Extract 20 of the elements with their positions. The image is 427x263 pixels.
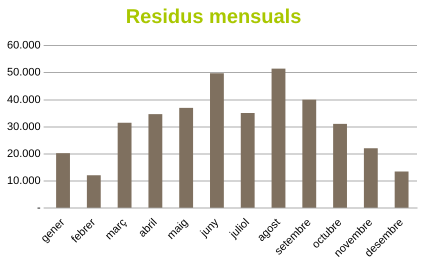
bar	[56, 153, 70, 208]
y-tick-label: 40.000	[6, 94, 41, 106]
chart-title: Residus mensuals	[124, 6, 302, 29]
bar	[333, 124, 347, 208]
bar	[118, 122, 132, 208]
bar	[364, 148, 378, 208]
y-tick-label: 60.000	[6, 40, 41, 52]
y-tick-label: 20.000	[6, 148, 41, 160]
bar	[394, 172, 409, 208]
bar	[302, 99, 316, 208]
bar	[86, 175, 101, 208]
bar	[179, 108, 194, 208]
bar	[240, 113, 255, 208]
bar	[210, 73, 224, 208]
y-tick-label: 10.000	[6, 175, 41, 188]
bar	[272, 68, 286, 208]
bar	[148, 114, 162, 208]
y-tick-label: -	[36, 202, 41, 214]
y-tick-label: 30.000	[6, 120, 41, 133]
y-tick-label: 50.000	[6, 66, 41, 79]
